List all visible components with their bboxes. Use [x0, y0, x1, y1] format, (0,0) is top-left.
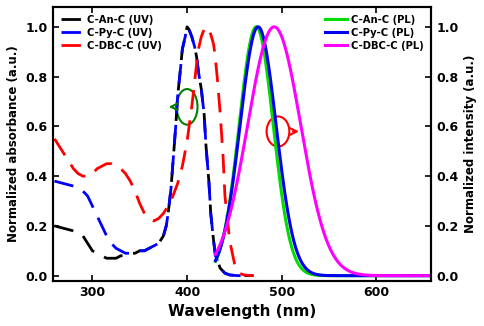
Legend: C-An-C (PL), C-Py-C (PL), C-DBC-C (PL): C-An-C (PL), C-Py-C (PL), C-DBC-C (PL)	[322, 12, 426, 54]
Y-axis label: Normalized absorbance (a.u.): Normalized absorbance (a.u.)	[7, 45, 20, 242]
X-axis label: Wavelength (nm): Wavelength (nm)	[168, 304, 316, 319]
Y-axis label: Normalized intensity (a.u.): Normalized intensity (a.u.)	[464, 54, 477, 233]
Legend: C-An-C (UV), C-Py-C (UV), C-DBC-C (UV): C-An-C (UV), C-Py-C (UV), C-DBC-C (UV)	[58, 12, 165, 54]
